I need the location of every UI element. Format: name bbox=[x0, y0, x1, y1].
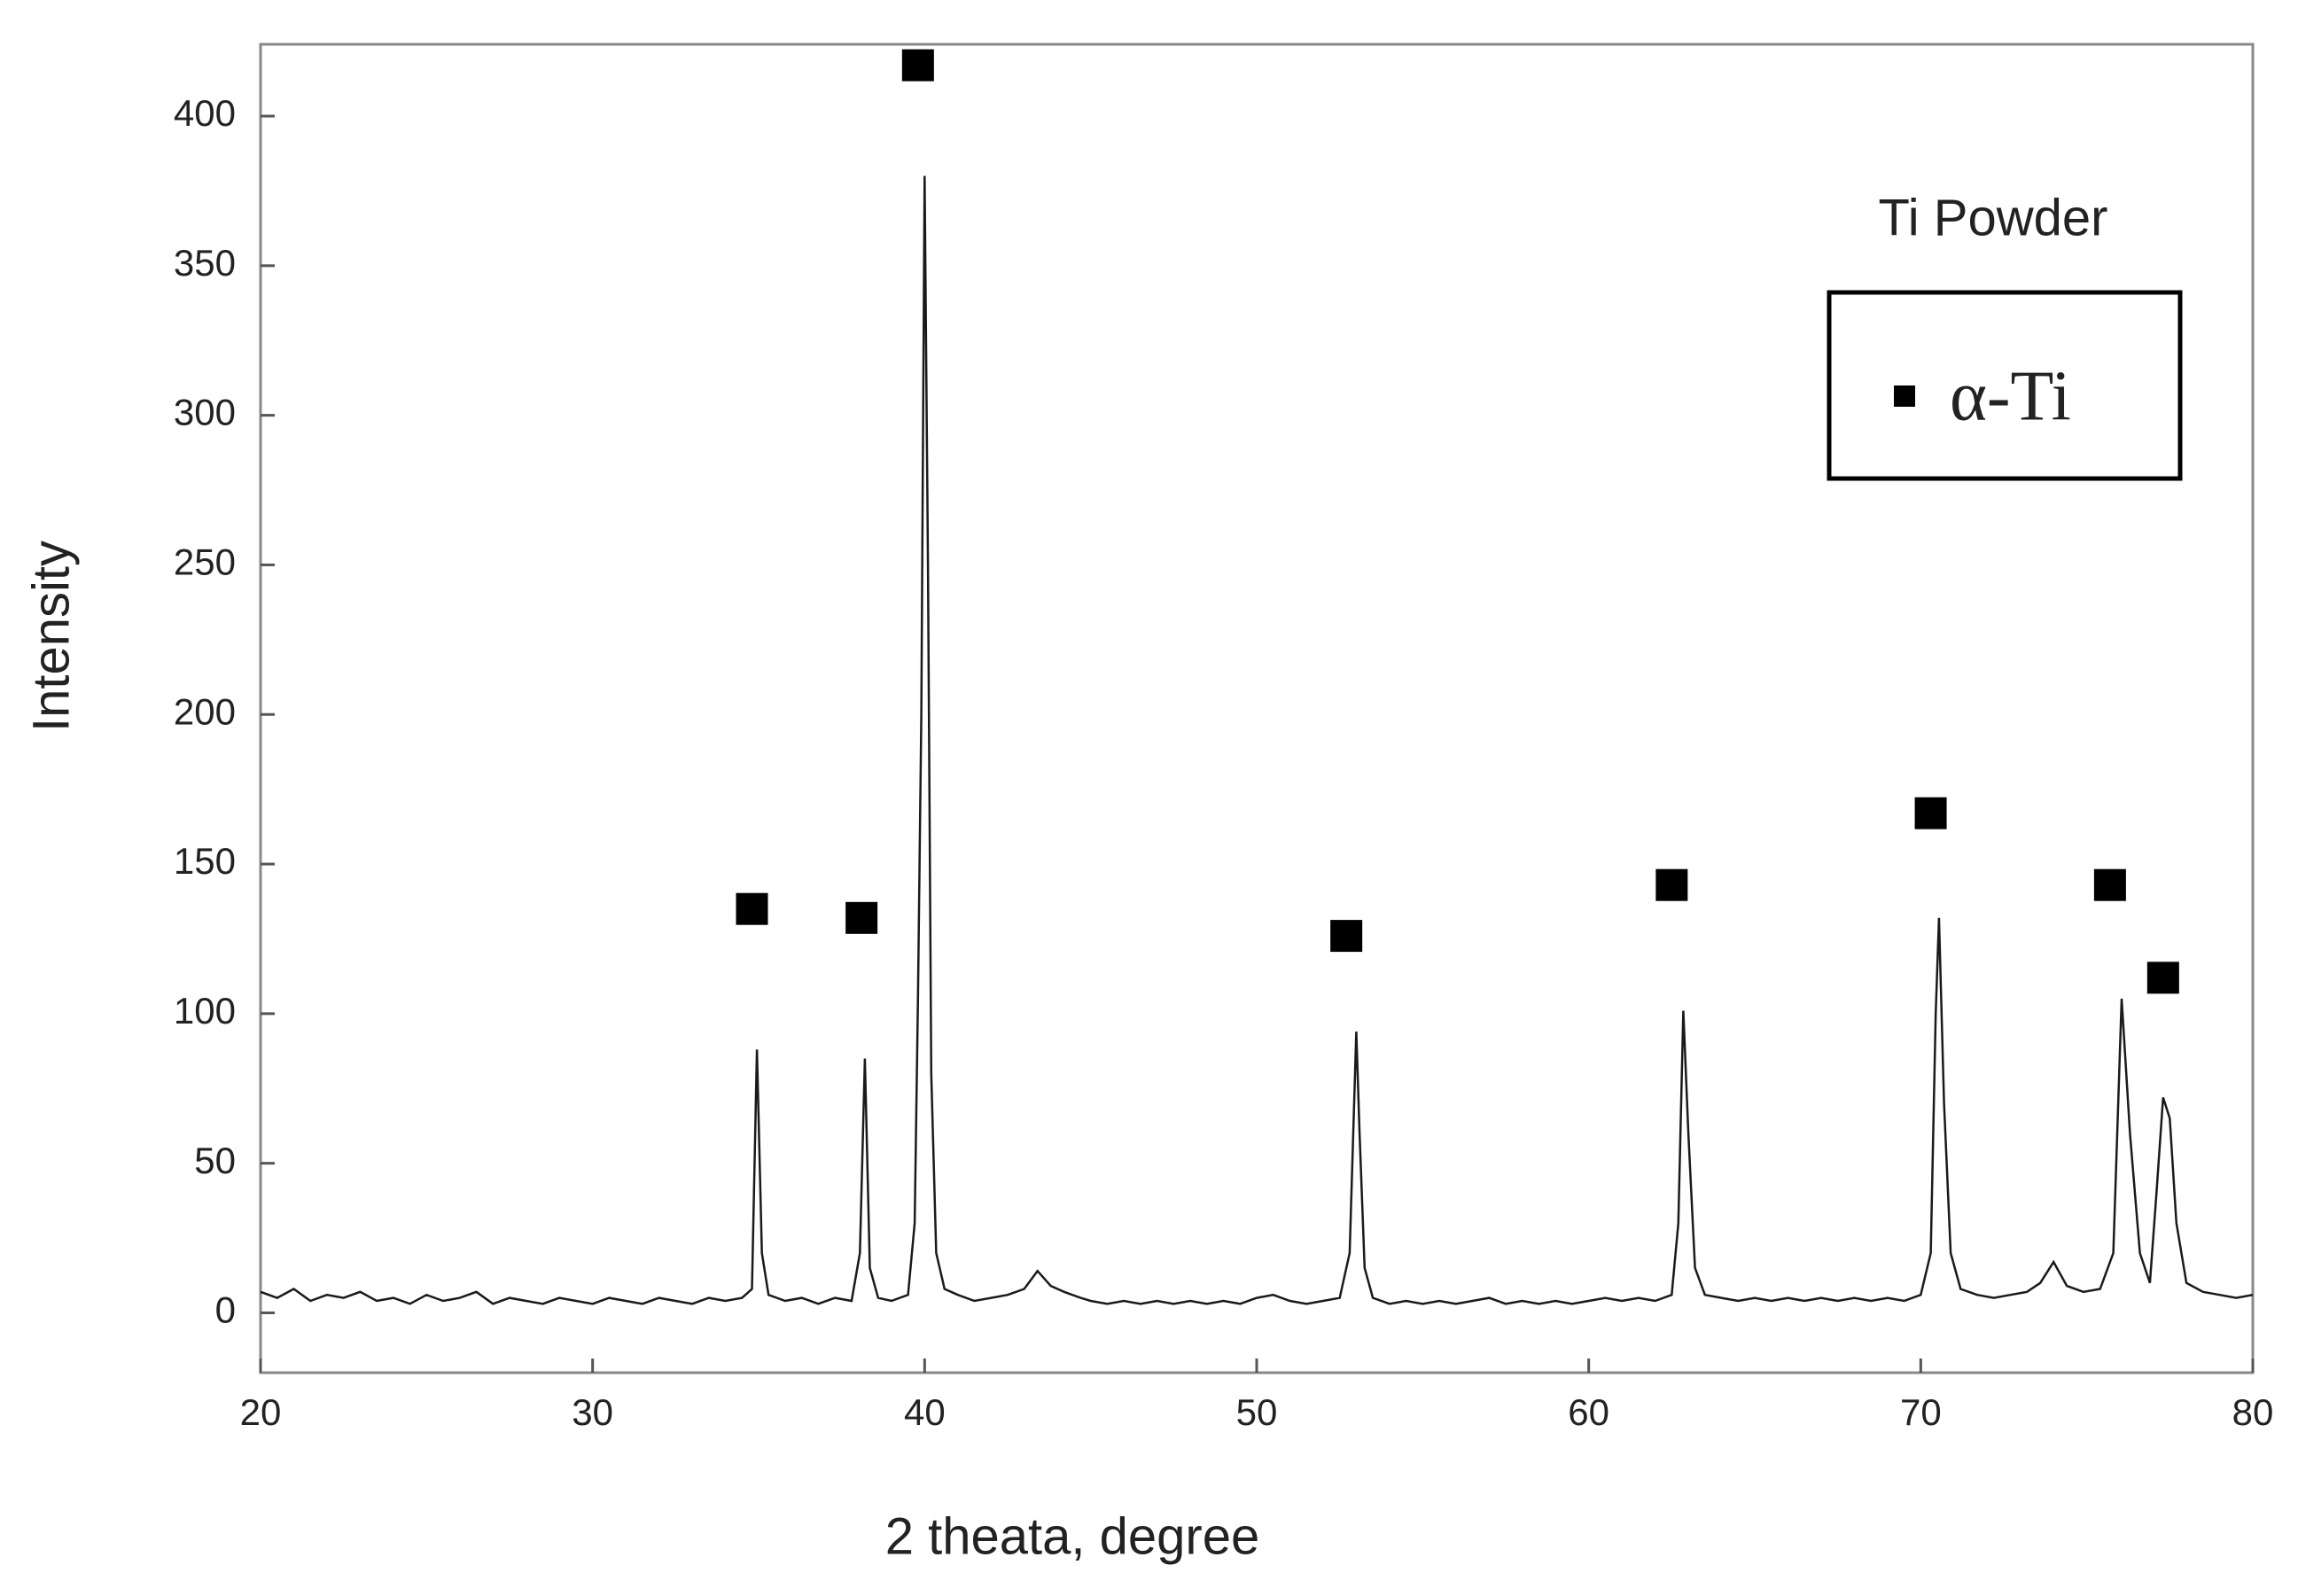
y-tick-label: 150 bbox=[174, 840, 236, 882]
peak-marker bbox=[901, 49, 934, 82]
legend-label: α-Ti bbox=[1950, 357, 2071, 435]
x-tick-label: 20 bbox=[240, 1391, 282, 1433]
y-tick-label: 100 bbox=[174, 990, 236, 1032]
legend-box bbox=[1827, 290, 2183, 481]
peak-marker bbox=[1914, 797, 1947, 829]
x-tick-label: 70 bbox=[1900, 1391, 1942, 1433]
peak-marker bbox=[736, 892, 768, 925]
x-tick-label: 30 bbox=[572, 1391, 613, 1433]
peak-marker bbox=[2146, 961, 2179, 994]
y-tick-label: 350 bbox=[174, 242, 236, 284]
y-tick-label: 400 bbox=[174, 92, 236, 134]
y-tick-label: 200 bbox=[174, 690, 236, 732]
y-tick-label: 50 bbox=[194, 1140, 236, 1181]
peak-marker bbox=[845, 901, 878, 934]
x-tick-label: 60 bbox=[1568, 1391, 1609, 1433]
peak-marker bbox=[1330, 920, 1363, 953]
x-tick-label: 80 bbox=[2232, 1391, 2274, 1433]
x-tick-label: 50 bbox=[1236, 1391, 1278, 1433]
x-tick-label: 40 bbox=[904, 1391, 946, 1433]
y-tick-label: 250 bbox=[174, 541, 236, 583]
peak-marker bbox=[2093, 868, 2126, 901]
x-axis-label: 2 theata, degree bbox=[885, 1507, 1259, 1565]
y-axis-label: Intensity bbox=[22, 541, 80, 732]
y-tick-label: 0 bbox=[215, 1289, 236, 1331]
y-tick-label: 300 bbox=[174, 392, 236, 433]
xrd-line bbox=[260, 175, 2254, 1305]
annotation: Ti Powder bbox=[1879, 189, 2108, 246]
peak-marker bbox=[1655, 868, 1688, 901]
legend-marker bbox=[1894, 385, 1915, 407]
